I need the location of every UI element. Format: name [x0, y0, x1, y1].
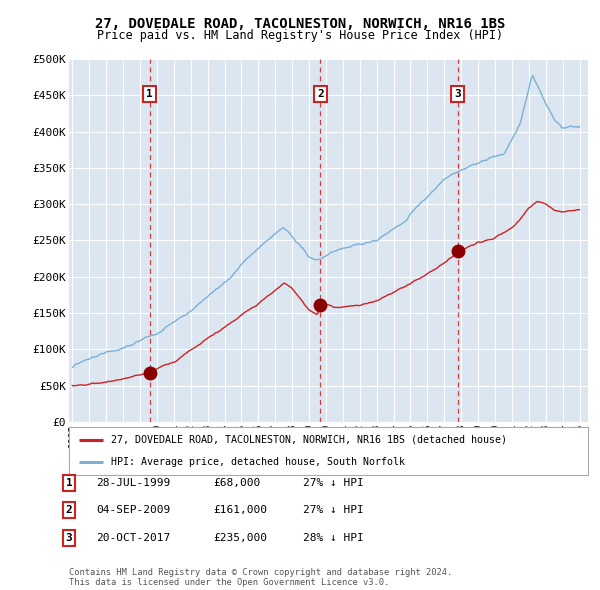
Text: 1: 1 — [65, 478, 73, 487]
Text: 2: 2 — [317, 89, 324, 99]
Text: 2: 2 — [65, 506, 73, 515]
Text: £235,000: £235,000 — [213, 533, 267, 543]
Text: 04-SEP-2009: 04-SEP-2009 — [96, 506, 170, 515]
Text: 27% ↓ HPI: 27% ↓ HPI — [303, 478, 364, 487]
Text: 27% ↓ HPI: 27% ↓ HPI — [303, 506, 364, 515]
Text: 20-OCT-2017: 20-OCT-2017 — [96, 533, 170, 543]
Text: 28-JUL-1999: 28-JUL-1999 — [96, 478, 170, 487]
Text: 1: 1 — [146, 89, 153, 99]
Text: 28% ↓ HPI: 28% ↓ HPI — [303, 533, 364, 543]
Text: £161,000: £161,000 — [213, 506, 267, 515]
Text: Contains HM Land Registry data © Crown copyright and database right 2024.
This d: Contains HM Land Registry data © Crown c… — [69, 568, 452, 587]
Text: 3: 3 — [65, 533, 73, 543]
Text: HPI: Average price, detached house, South Norfolk: HPI: Average price, detached house, Sout… — [110, 457, 404, 467]
Text: 27, DOVEDALE ROAD, TACOLNESTON, NORWICH, NR16 1BS (detached house): 27, DOVEDALE ROAD, TACOLNESTON, NORWICH,… — [110, 435, 506, 445]
Text: £68,000: £68,000 — [213, 478, 260, 487]
Text: 27, DOVEDALE ROAD, TACOLNESTON, NORWICH, NR16 1BS: 27, DOVEDALE ROAD, TACOLNESTON, NORWICH,… — [95, 17, 505, 31]
Text: Price paid vs. HM Land Registry's House Price Index (HPI): Price paid vs. HM Land Registry's House … — [97, 30, 503, 42]
Text: 3: 3 — [454, 89, 461, 99]
